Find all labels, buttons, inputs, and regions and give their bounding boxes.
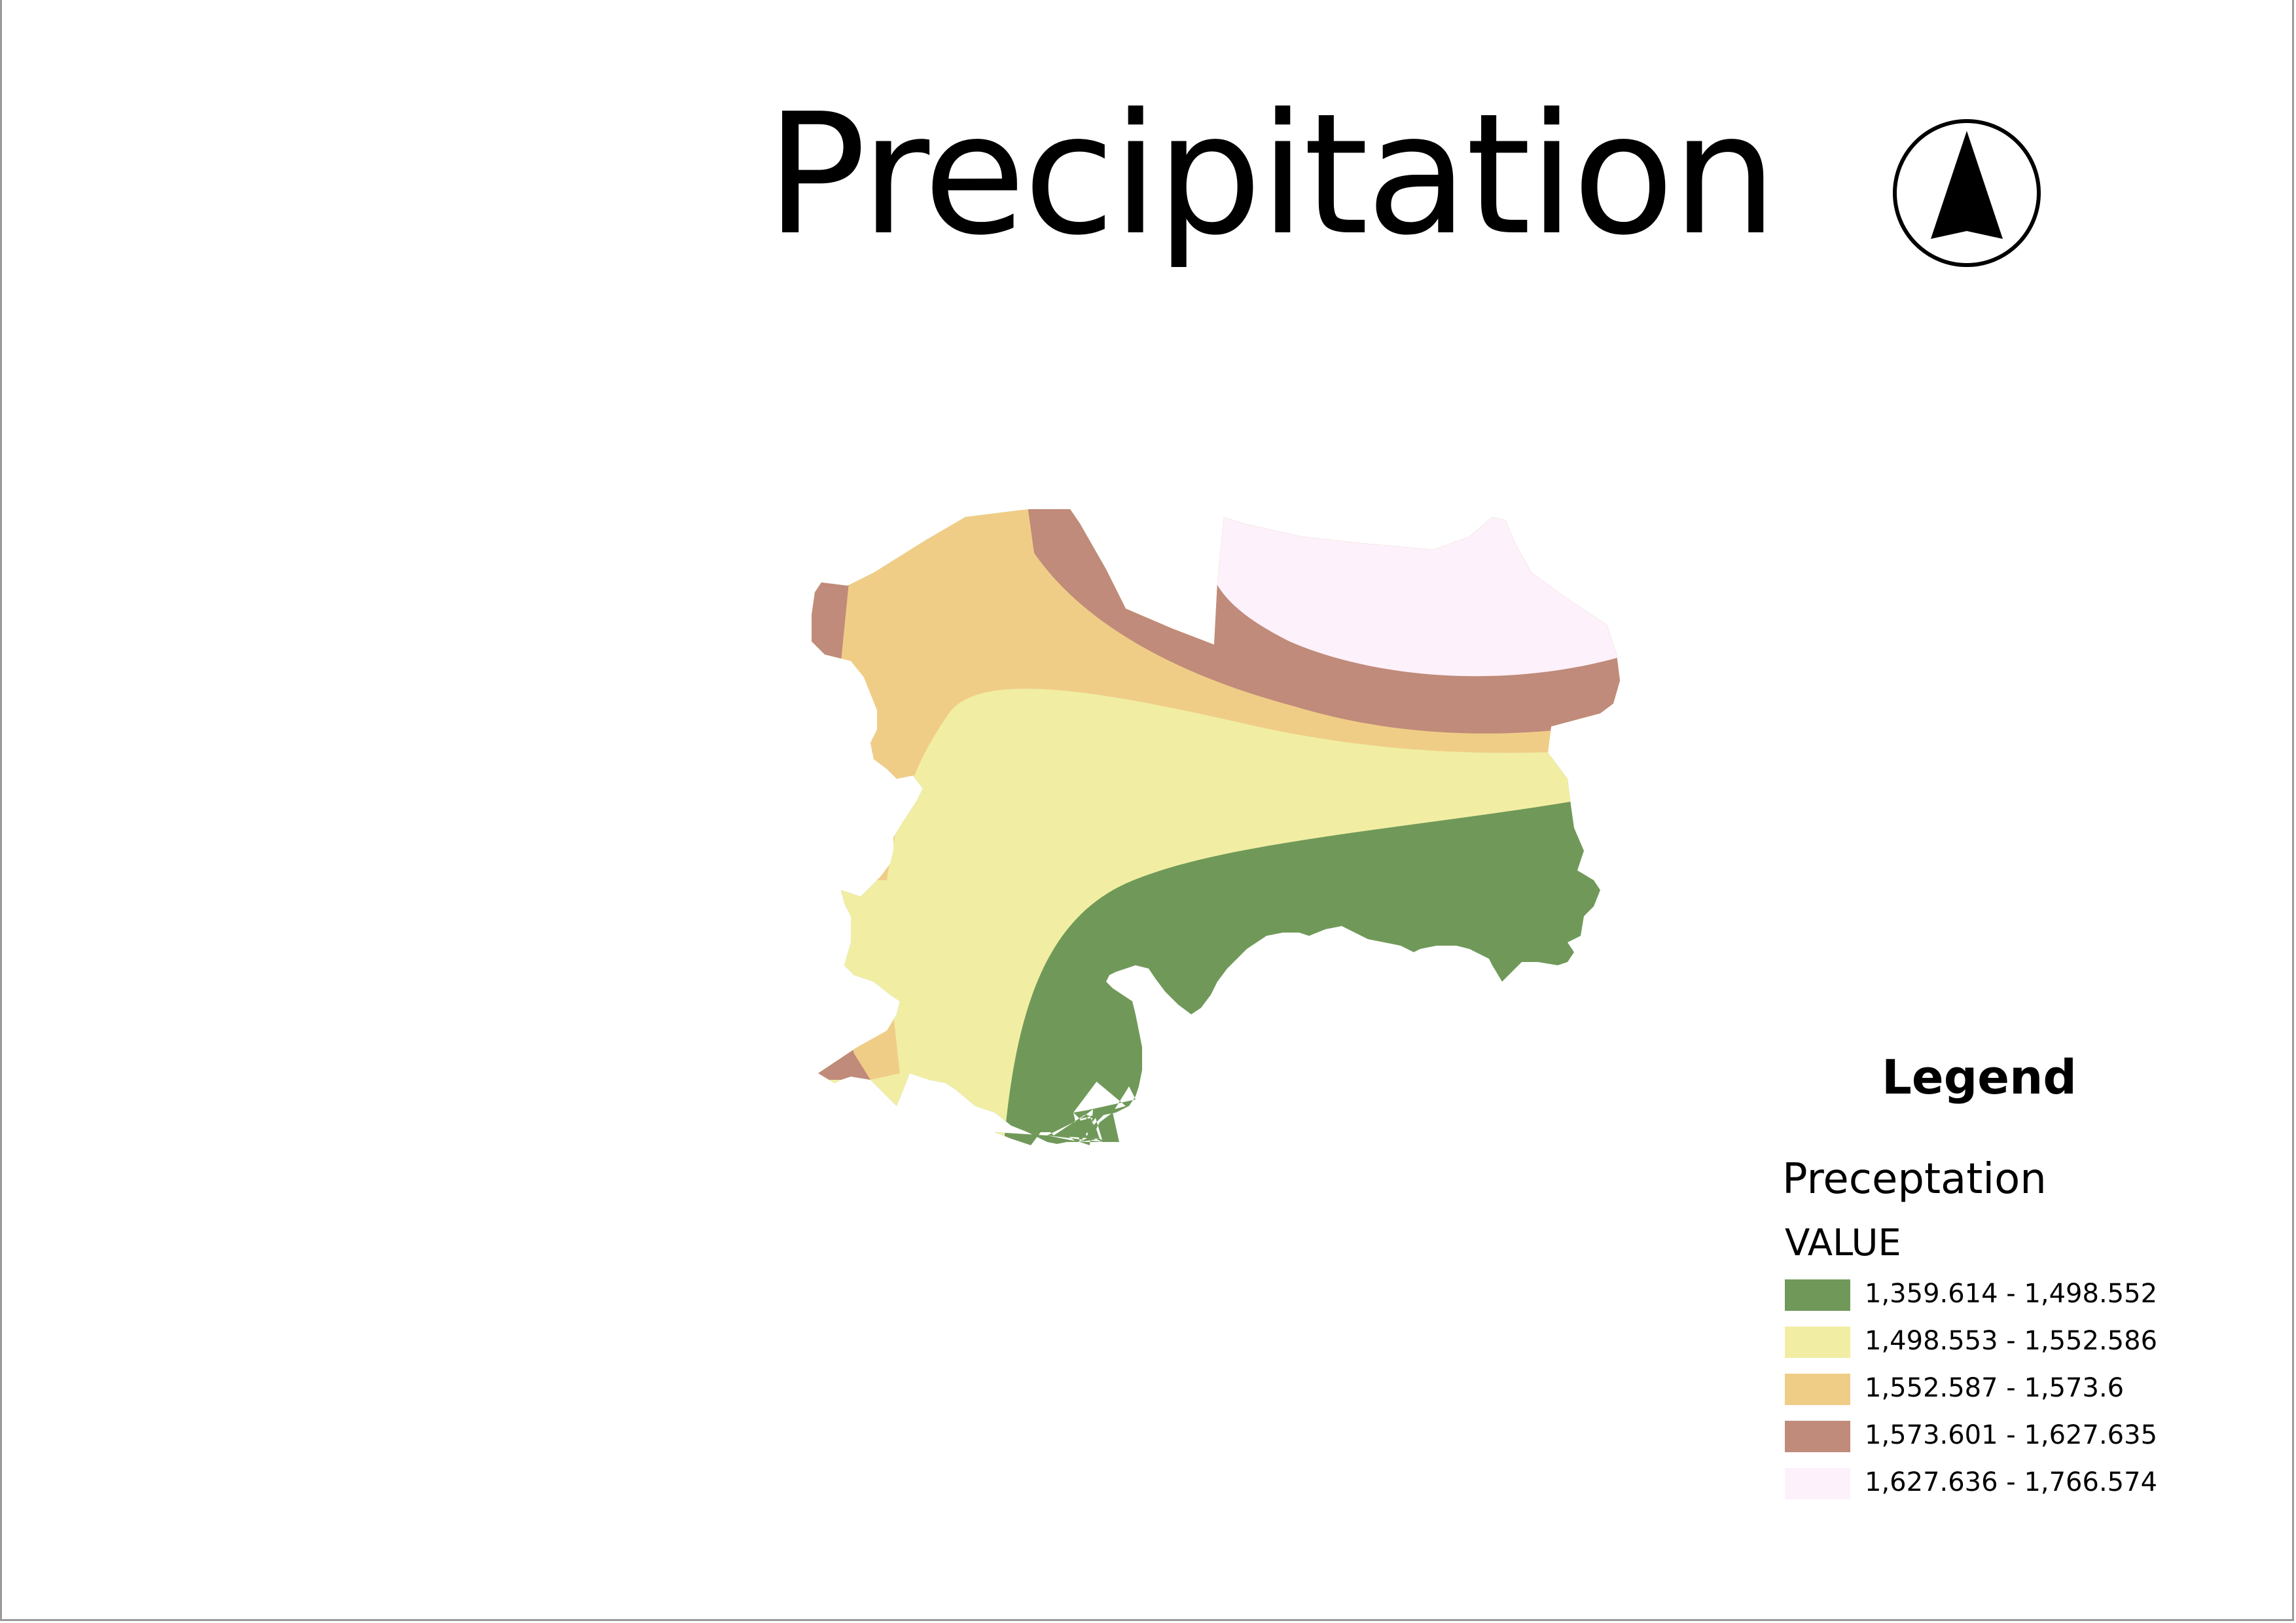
legend-swatch [1785,1279,1850,1311]
legend-swatch [1785,1327,1850,1358]
legend-label: 1,573.601 - 1,627.635 [1865,1420,2158,1450]
legend-layer-name: Preceptation [1782,1155,2047,1204]
legend-swatch [1785,1468,1850,1499]
legend-item: 1,498.553 - 1,552.586 [1785,1327,2157,1374]
legend-swatch [1785,1421,1850,1452]
north-arrow-icon [1893,119,2041,267]
legend-title: Legend [1882,1050,2077,1105]
legend-label: 1,552.587 - 1,573.6 [1865,1373,2125,1403]
legend-swatch [1785,1374,1850,1405]
legend-label: 1,498.553 - 1,552.586 [1865,1326,2158,1356]
legend-items: 1,359.614 - 1,498.552 1,498.553 - 1,552.… [1785,1279,2157,1515]
legend-item: 1,573.601 - 1,627.635 [1785,1421,2157,1468]
legend-label: 1,627.636 - 1,766.574 [1865,1467,2158,1497]
legend-item: 1,552.587 - 1,573.6 [1785,1374,2151,1421]
precipitation-zones [812,509,1620,1145]
legend-item: 1,627.636 - 1,766.574 [1785,1468,2157,1515]
legend-field-name: VALUE [1785,1222,1901,1264]
zone-class-4-southwest [812,995,870,1080]
legend-label: 1,359.614 - 1,498.552 [1865,1279,2158,1309]
legend-item: 1,359.614 - 1,498.552 [1785,1279,2157,1327]
map-title: Precipitation [766,78,1778,272]
